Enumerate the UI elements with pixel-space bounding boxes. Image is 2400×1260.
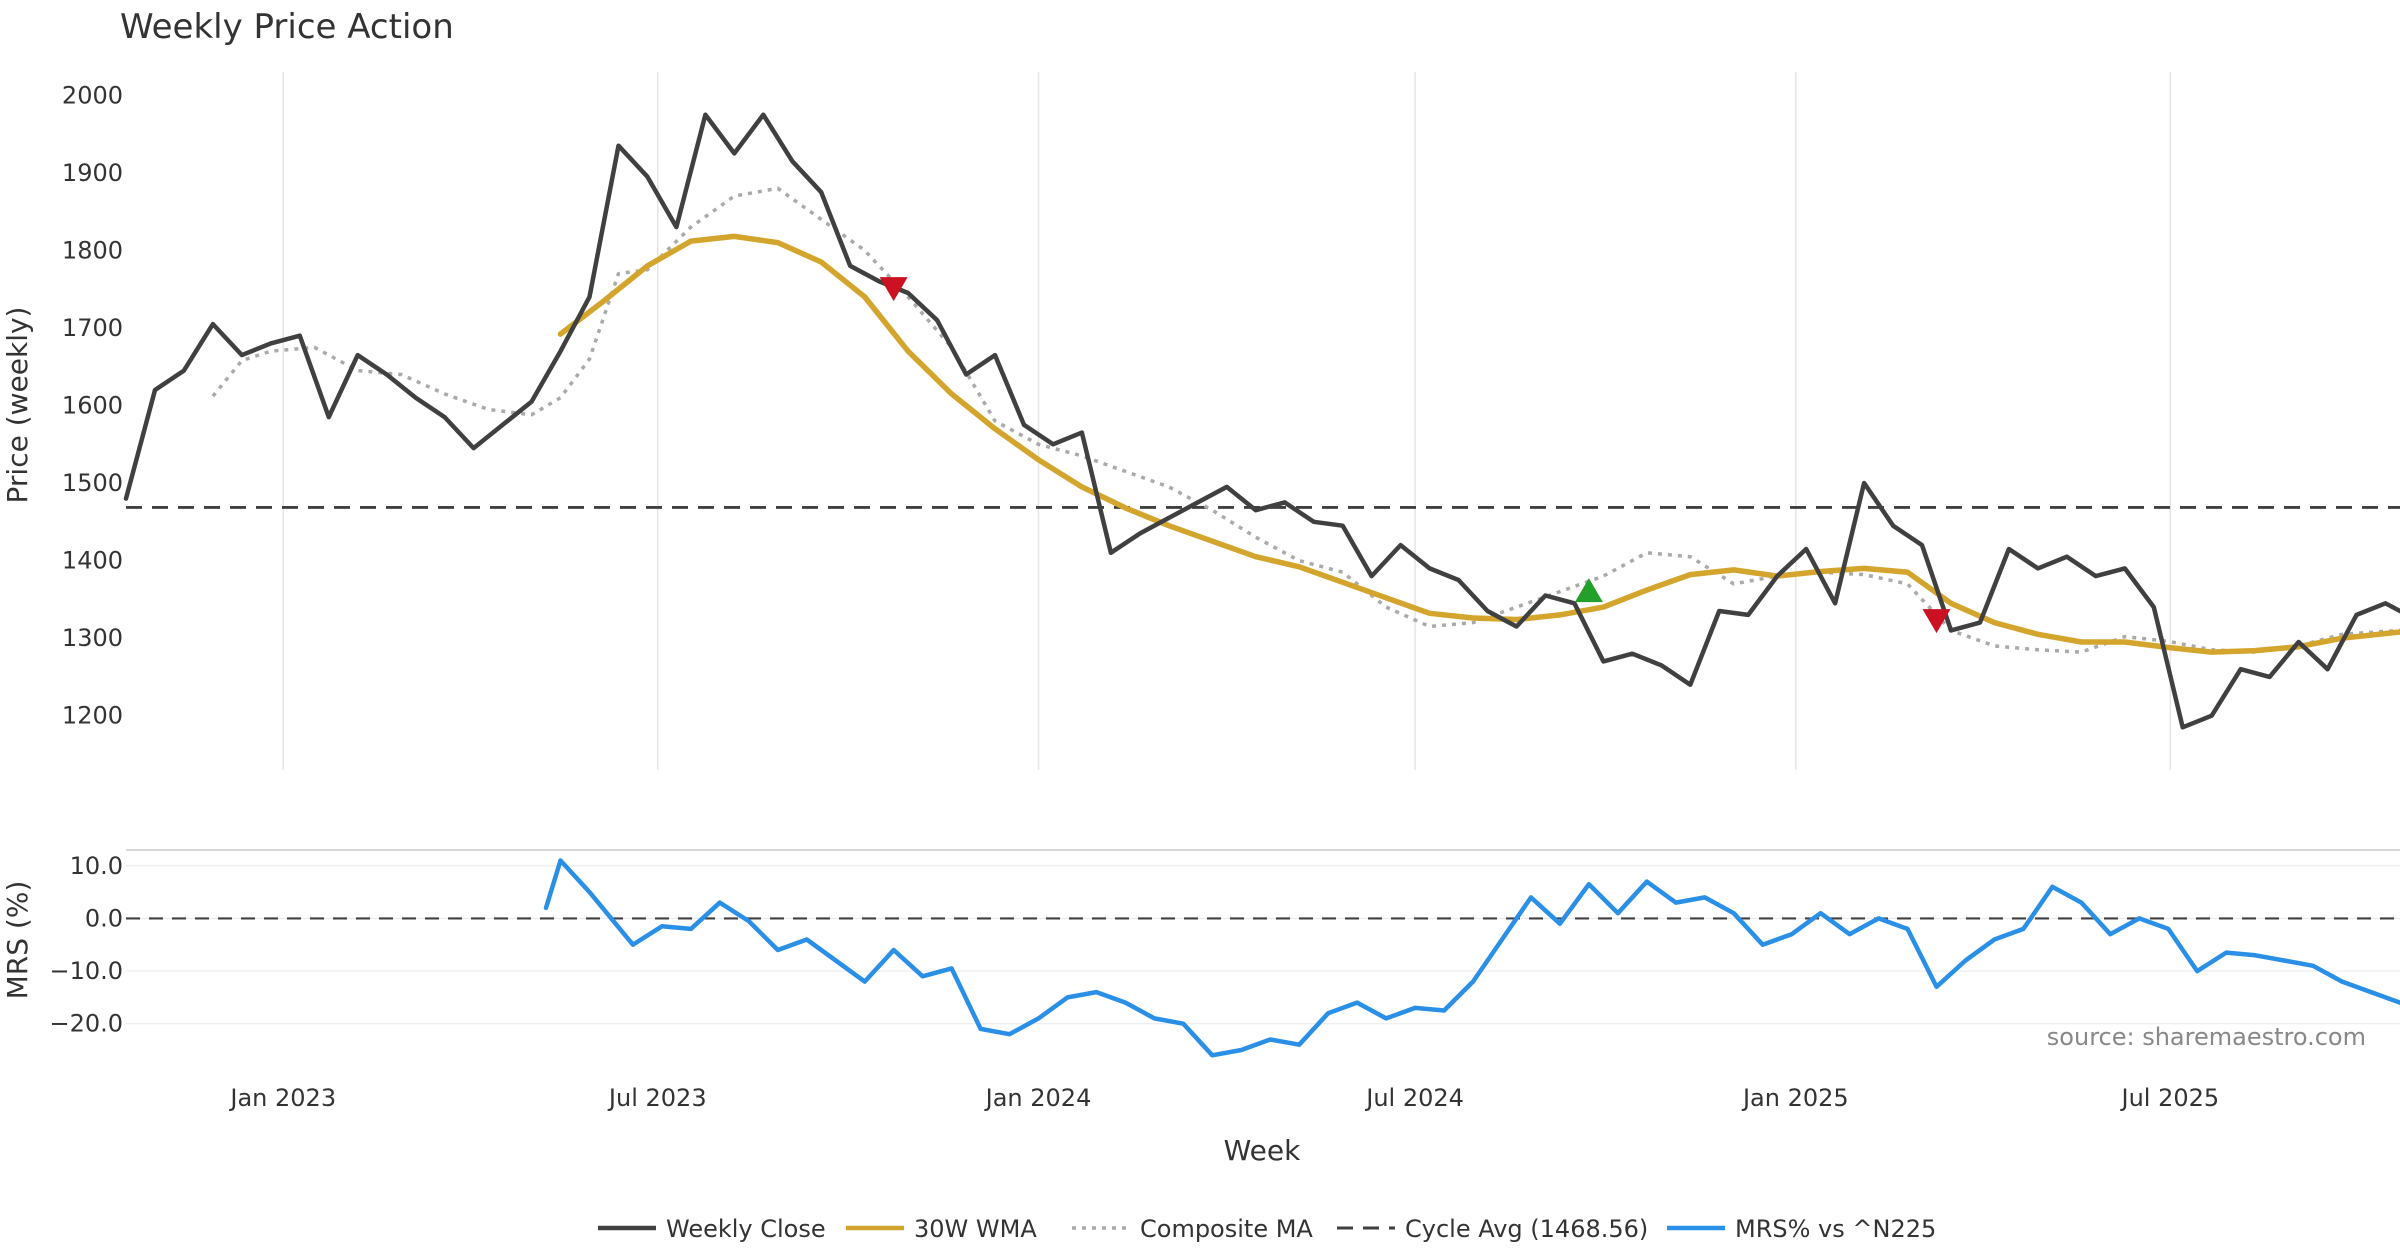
price-y-tick-label: 1500 (62, 469, 123, 497)
mrs-series (543, 858, 2400, 1058)
price-y-axis: 1200 1300 1400 1500 1600 1700 1800 1900 2000 (62, 81, 123, 729)
price-y-tick-label: 1300 (62, 624, 123, 652)
x-tick-label: Jan 2025 (1741, 1084, 1849, 1112)
signal-markers (879, 277, 1951, 634)
series-30w-wma (557, 233, 2400, 655)
buy-signal-marker (1574, 578, 1603, 603)
mrs-axis-title: MRS (%) (1, 881, 34, 1000)
legend-item: Composite MA (1072, 1215, 1313, 1243)
series-mrs-vs-n225 (543, 858, 2400, 1058)
x-tick-label: Jul 2024 (1364, 1084, 1464, 1112)
sell-signal-marker (879, 277, 908, 302)
mrs-y-tick-label: 10.0 (70, 852, 123, 880)
price-y-tick-label: 1700 (62, 314, 123, 342)
x-tick-label: Jul 2025 (2119, 1084, 2219, 1112)
x-tick-label: Jul 2023 (607, 1084, 707, 1112)
x-axis: Jan 2023 Jul 2023 Jan 2024 Jul 2024 Jan 2025… (228, 1084, 2219, 1112)
legend-item: MRS% vs ^N225 (1667, 1215, 1936, 1243)
price-axis-title: Price (weekly) (1, 307, 34, 504)
legend-item: 30W WMA (846, 1215, 1037, 1243)
legend-label: Composite MA (1140, 1215, 1313, 1243)
mrs-y-axis: −20.0 −10.0 0.0 10.0 (49, 852, 123, 1038)
price-grid (282, 72, 2172, 770)
price-y-tick-label: 2000 (62, 81, 123, 109)
source-note: source: sharemaestro.com (2047, 1023, 2366, 1051)
chart-title: Weekly Price Action (120, 7, 454, 47)
mrs-y-tick-label: −20.0 (49, 1010, 123, 1038)
series-weekly-close (123, 112, 2400, 730)
x-tick-label: Jan 2024 (984, 1084, 1092, 1112)
legend-label: Cycle Avg (1468.56) (1405, 1215, 1648, 1243)
price-y-tick-label: 1800 (62, 236, 123, 264)
legend-item: Weekly Close (598, 1215, 826, 1243)
mrs-y-tick-label: −10.0 (49, 957, 123, 985)
mrs-grid (126, 849, 2400, 1025)
price-y-tick-label: 1200 (62, 702, 123, 730)
series-composite-ma (211, 186, 2400, 654)
legend-label: 30W WMA (914, 1215, 1037, 1243)
legend: Weekly Close 30W WMA Composite MA Cycle Avg… (598, 1215, 1936, 1243)
price-y-tick-label: 1600 (62, 391, 123, 419)
legend-label: MRS% vs ^N225 (1735, 1215, 1936, 1243)
price-y-tick-label: 1400 (62, 547, 123, 575)
legend-label: Weekly Close (666, 1215, 826, 1243)
price-series (123, 112, 2400, 730)
x-tick-label: Jan 2023 (228, 1084, 336, 1112)
mrs-y-tick-label: 0.0 (85, 904, 123, 932)
x-axis-title: Week (1224, 1134, 1301, 1167)
legend-item: Cycle Avg (1468.56) (1337, 1215, 1648, 1243)
sell-signal-marker (1922, 609, 1951, 634)
price-y-tick-label: 1900 (62, 159, 123, 187)
